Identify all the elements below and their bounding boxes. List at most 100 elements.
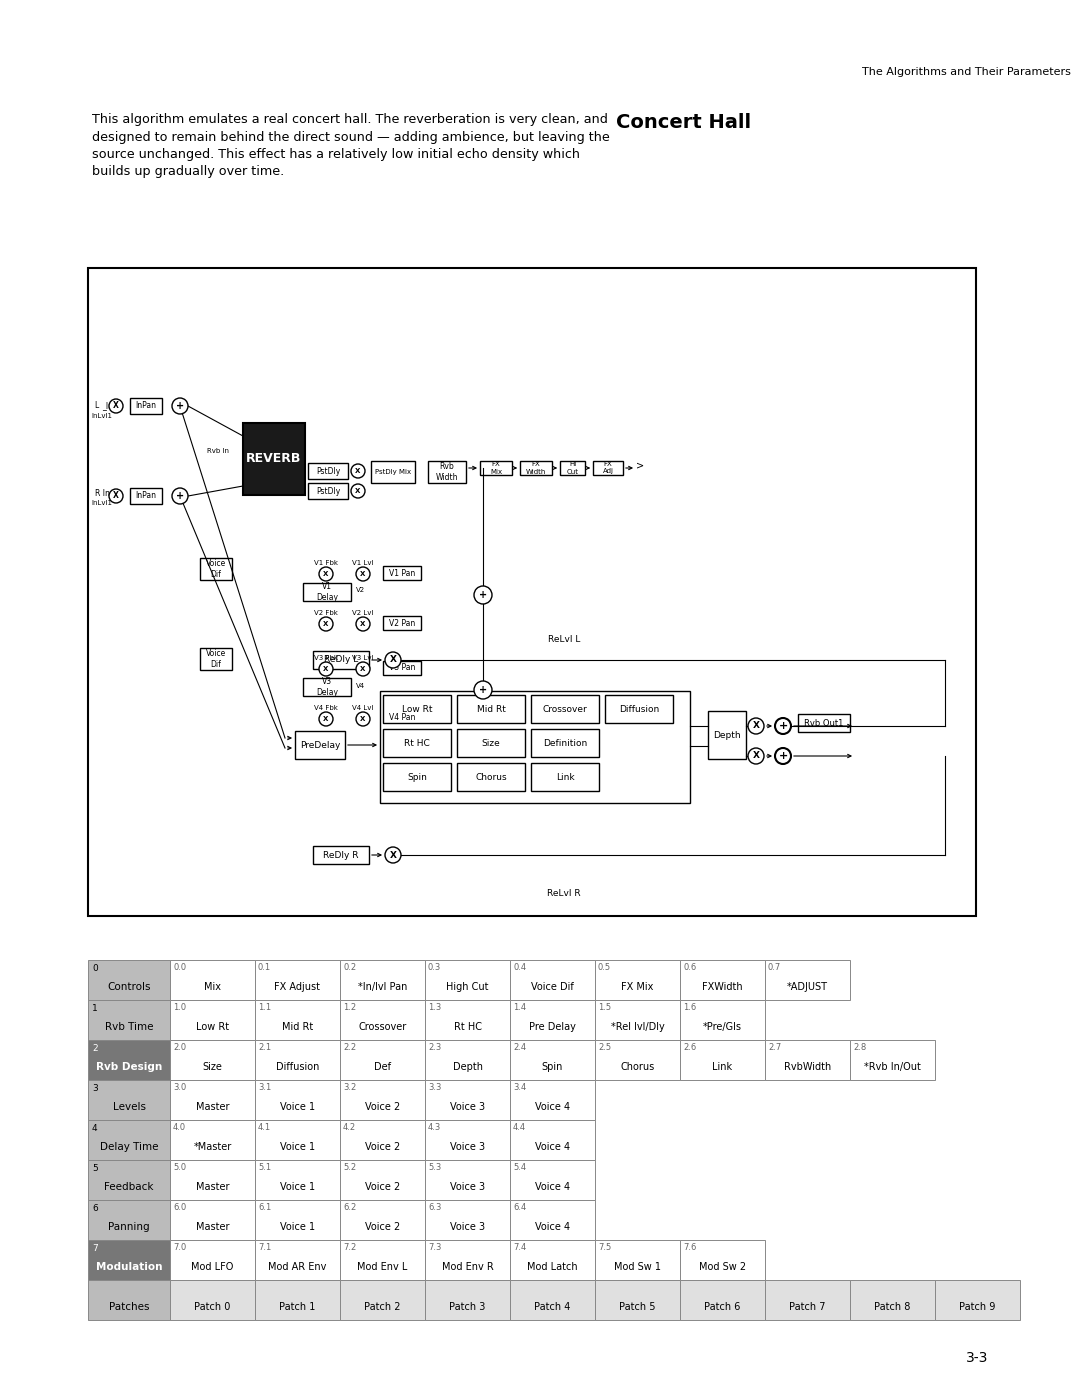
- Bar: [200, 557, 232, 580]
- Bar: [519, 461, 552, 475]
- Circle shape: [356, 662, 370, 676]
- Text: _In: _In: [102, 401, 113, 411]
- Text: Voice 3: Voice 3: [450, 1143, 485, 1153]
- Bar: [170, 960, 255, 1000]
- Text: 6.1: 6.1: [258, 1203, 271, 1213]
- Bar: [680, 1241, 765, 1280]
- Text: 0.7: 0.7: [768, 963, 781, 972]
- Text: ReLvl R: ReLvl R: [546, 890, 581, 898]
- Text: Master: Master: [195, 1182, 229, 1192]
- Bar: [510, 1280, 595, 1320]
- Text: Voice 1: Voice 1: [280, 1143, 315, 1153]
- Text: V3 Lvl: V3 Lvl: [352, 655, 374, 661]
- Text: Voice 3: Voice 3: [450, 1102, 485, 1112]
- Text: 4.4: 4.4: [513, 1123, 526, 1132]
- Bar: [308, 483, 348, 499]
- Text: ReDly R: ReDly R: [323, 851, 359, 859]
- Text: 6.0: 6.0: [173, 1203, 186, 1213]
- Text: 1.3: 1.3: [428, 1003, 442, 1011]
- Text: V1 Pan: V1 Pan: [389, 569, 415, 577]
- Bar: [255, 1160, 340, 1200]
- Bar: [426, 1039, 510, 1080]
- Bar: [87, 960, 170, 1000]
- Text: Mod Env R: Mod Env R: [442, 1263, 494, 1273]
- Text: Spin: Spin: [542, 1062, 563, 1073]
- Bar: [130, 398, 162, 414]
- Text: Depth: Depth: [453, 1062, 483, 1073]
- Bar: [170, 1241, 255, 1280]
- Text: L: L: [94, 401, 98, 411]
- Text: X: X: [113, 401, 119, 411]
- Text: designed to remain behind the direct sound — adding ambience, but leaving the: designed to remain behind the direct sou…: [92, 130, 610, 144]
- Bar: [510, 1039, 595, 1080]
- Text: X: X: [361, 666, 366, 672]
- Text: 4: 4: [92, 1125, 97, 1133]
- Bar: [510, 1080, 595, 1120]
- Text: 0.2: 0.2: [343, 963, 356, 972]
- Bar: [428, 461, 465, 483]
- Text: *Pre/Gls: *Pre/Gls: [703, 1023, 742, 1032]
- Text: Voice
Dif: Voice Dif: [206, 650, 226, 669]
- Text: *Master: *Master: [193, 1143, 231, 1153]
- Text: PstDly Mix: PstDly Mix: [375, 469, 411, 475]
- Text: Delay Time: Delay Time: [99, 1143, 159, 1153]
- Text: ReLvl L: ReLvl L: [548, 636, 580, 644]
- Text: Rvb
Width: Rvb Width: [435, 462, 458, 482]
- Text: 1.6: 1.6: [683, 1003, 697, 1011]
- Bar: [680, 1000, 765, 1039]
- Text: PstDly: PstDly: [315, 467, 340, 475]
- Bar: [561, 461, 585, 475]
- Bar: [87, 1080, 170, 1120]
- Text: V1
Delay: V1 Delay: [316, 583, 338, 602]
- Text: Voice 4: Voice 4: [535, 1102, 570, 1112]
- Text: Voice 1: Voice 1: [280, 1182, 315, 1192]
- Text: 6.2: 6.2: [343, 1203, 356, 1213]
- Text: 0.3: 0.3: [428, 963, 442, 972]
- Text: X: X: [323, 571, 328, 577]
- Text: V2: V2: [355, 587, 365, 592]
- Text: Mod Sw 1: Mod Sw 1: [615, 1263, 661, 1273]
- Bar: [765, 1039, 850, 1080]
- Bar: [87, 1120, 170, 1160]
- Text: 5.2: 5.2: [343, 1162, 356, 1172]
- Text: X: X: [323, 666, 328, 672]
- Text: 1.2: 1.2: [343, 1003, 356, 1011]
- Bar: [170, 1200, 255, 1241]
- Text: 3.4: 3.4: [513, 1083, 526, 1092]
- Text: X: X: [361, 717, 366, 722]
- Text: 7.2: 7.2: [343, 1243, 356, 1252]
- Bar: [426, 1280, 510, 1320]
- Text: Link: Link: [713, 1062, 732, 1073]
- Text: Voice
Dif: Voice Dif: [206, 559, 226, 578]
- Bar: [170, 1080, 255, 1120]
- Bar: [457, 694, 525, 724]
- Circle shape: [356, 712, 370, 726]
- Bar: [303, 678, 351, 696]
- Text: X: X: [753, 721, 759, 731]
- Text: source unchanged. This effect has a relatively low initial echo density which: source unchanged. This effect has a rela…: [92, 148, 580, 161]
- Bar: [426, 1120, 510, 1160]
- Text: +: +: [478, 590, 487, 599]
- Bar: [87, 1241, 170, 1280]
- Text: 2.6: 2.6: [683, 1044, 697, 1052]
- Circle shape: [319, 712, 333, 726]
- Bar: [426, 1241, 510, 1280]
- Bar: [340, 1160, 426, 1200]
- Text: Chorus: Chorus: [620, 1062, 654, 1073]
- Text: X: X: [361, 622, 366, 627]
- Text: +: +: [779, 721, 787, 731]
- Text: Voice Dif: Voice Dif: [531, 982, 573, 992]
- Bar: [510, 960, 595, 1000]
- Bar: [595, 960, 680, 1000]
- Text: 2.7: 2.7: [768, 1044, 781, 1052]
- Text: FX Adjust: FX Adjust: [274, 982, 321, 992]
- Circle shape: [172, 488, 188, 504]
- Text: 3.3: 3.3: [428, 1083, 442, 1092]
- Bar: [850, 1280, 935, 1320]
- Text: Mod LFO: Mod LFO: [191, 1263, 233, 1273]
- Text: V4 Fbk: V4 Fbk: [314, 705, 338, 711]
- Text: X: X: [323, 717, 328, 722]
- Text: Diffusion: Diffusion: [619, 704, 659, 714]
- Circle shape: [384, 847, 401, 863]
- Text: FX
Width: FX Width: [526, 461, 546, 475]
